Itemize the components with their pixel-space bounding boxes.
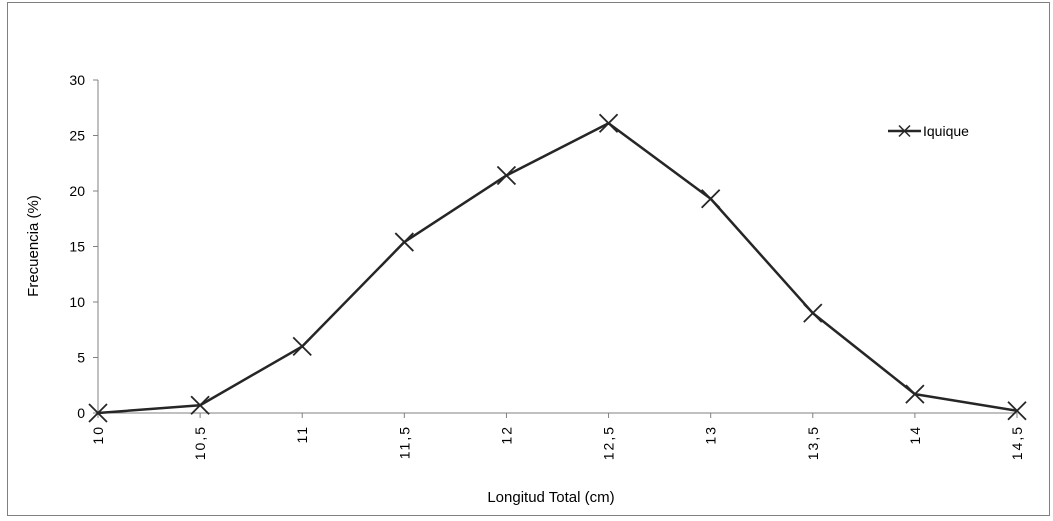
x-tick-label: 13 bbox=[703, 425, 719, 445]
y-axis-title: Frecuencia (%) bbox=[25, 195, 42, 297]
data-point-marker bbox=[803, 303, 823, 323]
data-point-marker bbox=[598, 113, 619, 133]
marker-stroke bbox=[598, 113, 619, 133]
y-tick-label: 25 bbox=[69, 128, 85, 144]
data-point-marker bbox=[292, 336, 312, 357]
marker-stroke bbox=[190, 395, 210, 415]
marker-stroke bbox=[292, 336, 312, 357]
x-tick-label: 12 bbox=[498, 425, 514, 445]
y-tick-label: 15 bbox=[69, 239, 85, 255]
y-tick-label: 30 bbox=[69, 72, 85, 88]
y-tick-label: 10 bbox=[69, 294, 85, 310]
y-tick-label: 20 bbox=[69, 183, 85, 199]
data-point-marker bbox=[88, 403, 108, 423]
y-tick-label: 5 bbox=[77, 350, 85, 366]
marker-stroke bbox=[898, 124, 911, 138]
x-tick-label: 11,5 bbox=[396, 425, 412, 459]
y-axis: 0 5 10 15 20 25 30 bbox=[69, 72, 99, 421]
series-line-iquique bbox=[97, 122, 1018, 415]
data-point-marker bbox=[701, 189, 721, 209]
marker-stroke bbox=[803, 303, 823, 323]
chart-area bbox=[7, 2, 1050, 516]
marker-stroke bbox=[1007, 401, 1027, 421]
x-tick-label: 10,5 bbox=[192, 425, 208, 460]
y-tick-label: 0 bbox=[77, 405, 85, 421]
marker-stroke bbox=[905, 384, 925, 404]
marker-stroke bbox=[394, 232, 414, 252]
x-tick-label: 12,5 bbox=[601, 425, 617, 460]
legend: Iquique bbox=[888, 123, 969, 139]
x-tick-label: 14,5 bbox=[1009, 425, 1025, 460]
x-tick-label: 10 bbox=[90, 425, 106, 445]
x-axis-title: Longitud Total (cm) bbox=[487, 489, 614, 506]
data-point-marker bbox=[496, 165, 517, 186]
marker-stroke bbox=[701, 189, 721, 209]
data-point-marker bbox=[1007, 401, 1027, 421]
data-point-marker bbox=[905, 384, 925, 404]
x-tick-label: 11 bbox=[294, 425, 310, 444]
series-layer bbox=[88, 113, 1027, 423]
data-point-marker bbox=[394, 232, 414, 252]
legend-label-iquique: Iquique bbox=[923, 123, 969, 139]
legend-marker bbox=[898, 124, 911, 138]
marker-stroke bbox=[88, 403, 108, 423]
x-tick-label: 13,5 bbox=[805, 425, 821, 460]
marker-stroke bbox=[496, 165, 517, 186]
data-point-marker bbox=[190, 395, 210, 415]
x-tick-label: 14 bbox=[907, 425, 923, 445]
x-axis: 10 10,5 11 11,5 12 12,5 13 13,5 14 14,5 bbox=[90, 412, 1025, 460]
